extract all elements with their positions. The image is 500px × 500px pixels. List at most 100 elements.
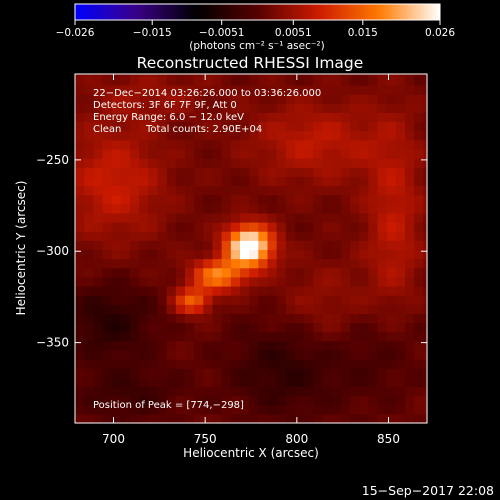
heatmap-cell xyxy=(230,349,241,360)
heatmap-cell xyxy=(175,267,186,278)
heatmap-cell xyxy=(350,404,360,415)
heatmap-cell xyxy=(130,222,140,232)
heatmap-cell xyxy=(276,203,287,214)
heatmap-cell xyxy=(111,249,122,260)
heatmap-cell xyxy=(212,84,223,95)
heatmap-cell xyxy=(102,212,113,223)
heatmap-cell xyxy=(221,112,232,123)
heatmap-cell xyxy=(203,121,214,132)
heatmap-cell xyxy=(423,267,428,278)
heatmap-cell xyxy=(130,377,140,388)
heatmap-cell xyxy=(175,231,186,241)
heatmap-cell xyxy=(313,139,324,150)
heatmap-cell xyxy=(111,258,122,269)
heatmap-cell xyxy=(157,340,168,351)
heatmap-cell xyxy=(304,194,314,205)
heatmap-cell xyxy=(93,139,104,150)
heatmap-cell xyxy=(304,203,314,214)
heatmap-cell xyxy=(157,295,168,305)
heatmap-cell xyxy=(267,276,278,287)
heatmap-cell xyxy=(313,167,324,177)
heatmap-cell xyxy=(395,75,406,86)
heatmap-cell xyxy=(295,404,305,415)
heatmap-cell xyxy=(340,176,351,187)
heatmap-cell xyxy=(175,258,186,269)
heatmap-cell xyxy=(258,404,269,415)
heatmap-cell xyxy=(130,231,140,241)
heatmap-cell xyxy=(185,349,195,360)
heatmap-cell xyxy=(405,313,415,324)
heatmap-cell xyxy=(395,222,406,232)
heatmap-cell xyxy=(395,167,406,177)
heatmap-cell xyxy=(166,359,177,369)
heatmap-cell xyxy=(157,231,168,241)
heatmap-cell xyxy=(185,413,195,424)
colorbar-tick-label: −0.015 xyxy=(133,27,172,39)
heatmap-cell xyxy=(120,203,131,214)
heatmap-cell xyxy=(331,285,342,296)
heatmap-cell xyxy=(84,313,94,324)
heatmap-cell xyxy=(276,276,287,287)
heatmap-cell xyxy=(102,94,113,104)
heatmap-cell xyxy=(377,340,388,351)
heatmap-cell xyxy=(276,148,287,159)
heatmap-cell xyxy=(203,130,214,141)
heatmap-cell xyxy=(84,240,94,251)
heatmap-cell xyxy=(258,231,269,241)
heatmap-cell xyxy=(322,139,333,150)
heatmap-cell xyxy=(386,295,397,305)
heatmap-cell xyxy=(331,84,342,95)
heatmap-cell xyxy=(313,267,324,278)
heatmap-cell xyxy=(368,322,379,333)
heatmap-cell xyxy=(130,313,140,324)
heatmap-cell xyxy=(377,185,388,196)
heatmap-cell xyxy=(331,94,342,104)
heatmap-cell xyxy=(84,158,94,168)
heatmap-cell xyxy=(139,84,149,95)
heatmap-cell xyxy=(203,285,214,296)
heatmap-cell xyxy=(139,148,149,159)
heatmap-cell xyxy=(148,84,159,95)
heatmap-cell xyxy=(139,167,149,177)
heatmap-cell xyxy=(157,313,168,324)
heatmap-cell xyxy=(212,359,223,369)
heatmap-cell xyxy=(203,74,214,77)
heatmap-cell xyxy=(120,295,131,305)
heatmap-cell xyxy=(240,139,250,150)
heatmap-cell xyxy=(249,75,259,86)
peak-position-label: Position of Peak = [774,−298] xyxy=(93,400,244,411)
heatmap-cell xyxy=(203,148,214,159)
heatmap-cell xyxy=(157,276,168,287)
heatmap-cell xyxy=(395,176,406,187)
heatmap-cell xyxy=(194,267,204,278)
heatmap-cell xyxy=(258,331,269,342)
heatmap-cell xyxy=(322,176,333,187)
heatmap-cell xyxy=(304,222,314,232)
heatmap-cell xyxy=(350,121,360,132)
heatmap-cell xyxy=(405,368,415,378)
heatmap-cell xyxy=(111,240,122,251)
heatmap-cell xyxy=(395,340,406,351)
heatmap-cell xyxy=(395,94,406,104)
heatmap-cell xyxy=(350,130,360,141)
heatmap-cell xyxy=(230,240,241,251)
heatmap-cell xyxy=(267,377,278,388)
heatmap-cell xyxy=(368,194,379,205)
heatmap-cell xyxy=(331,313,342,324)
heatmap-cell xyxy=(304,84,314,95)
heatmap-cell xyxy=(240,386,250,397)
heatmap-cell xyxy=(157,74,168,77)
heatmap-cell xyxy=(249,267,259,278)
heatmap-cell xyxy=(157,386,168,397)
heatmap-cell xyxy=(157,139,168,150)
heatmap-cell xyxy=(185,75,195,86)
heatmap-cell xyxy=(350,295,360,305)
heatmap-cell xyxy=(148,331,159,342)
heatmap-cell xyxy=(240,194,250,205)
heatmap-cell xyxy=(423,194,428,205)
heatmap-cell xyxy=(267,94,278,104)
heatmap-cell xyxy=(414,304,424,314)
heatmap-cell xyxy=(386,276,397,287)
heatmap-cell xyxy=(212,258,223,269)
heatmap-cell xyxy=(130,130,140,141)
